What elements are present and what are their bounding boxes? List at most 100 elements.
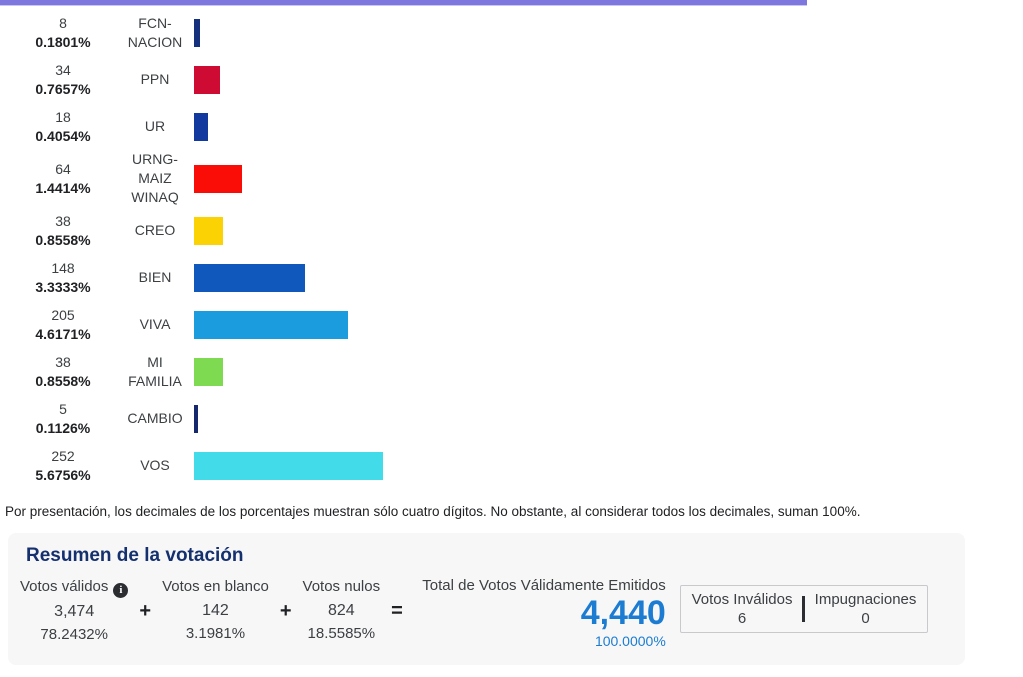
- chart-row-mi-familia: 38 0.8558% MI FAMILIA: [0, 348, 1023, 395]
- term-percent: 18.5585%: [307, 625, 376, 642]
- party-vote-percent: 0.8558%: [35, 372, 91, 389]
- chart-row-cambio: 5 0.1126% CAMBIO: [0, 395, 1023, 442]
- party-vote-count: 5: [59, 400, 67, 417]
- bar-cell: [184, 310, 1023, 339]
- party-vote-count: 34: [55, 61, 71, 78]
- party-vote-percent: 1.4414%: [35, 179, 91, 196]
- vote-summary-panel: Resumen de la votación Votos válidos i 3,4…: [8, 533, 965, 665]
- vote-bar-viva: [194, 310, 348, 339]
- extra-label: Votos Inválidos: [691, 591, 793, 608]
- extra-value: 0: [861, 610, 870, 627]
- party-vote-percent: 0.8558%: [35, 231, 91, 248]
- party-stats: 5 0.1126%: [0, 400, 126, 438]
- chart-row-ur: 18 0.4054% UR: [0, 103, 1023, 150]
- vote-bar-bien: [194, 263, 305, 292]
- bar-cell: [184, 451, 1023, 480]
- extra-stat-votos-inv-lidos: Votos Inválidos 6: [687, 591, 798, 627]
- bar-cell: [184, 18, 1023, 47]
- party-stats: 64 1.4414%: [0, 160, 126, 198]
- vote-bar-vos: [194, 451, 383, 480]
- term-percent: 78.2432%: [40, 626, 108, 643]
- vote-bar-creo: [194, 216, 223, 245]
- party-stats: 148 3.3333%: [0, 259, 126, 297]
- party-vote-count: 252: [51, 447, 75, 464]
- party-name-label: CAMBIO: [127, 410, 183, 426]
- term-label: Votos válidos i: [20, 577, 129, 598]
- bar-cell: [184, 263, 1023, 292]
- equals-operator: =: [391, 600, 403, 622]
- term-label: Votos en blanco: [162, 578, 269, 595]
- total-percent: 100.0000%: [594, 633, 666, 649]
- chart-row-viva: 205 4.6171% VIVA: [0, 301, 1023, 348]
- extra-label: Impugnaciones: [814, 591, 917, 608]
- summary-title: Resumen de la votación: [26, 545, 244, 566]
- party-name-label: URNG- MAIZ WINAQ: [131, 151, 179, 205]
- total-block: Total de Votos Válidamente Emitidos 4,44…: [418, 577, 666, 649]
- party-vote-count: 8: [59, 14, 67, 31]
- vote-bar-mi-familia: [194, 357, 223, 386]
- vote-bar-urng-maiz-winaq: [194, 164, 242, 193]
- party-vote-percent: 5.6756%: [35, 466, 91, 483]
- party-name-label: VIVA: [139, 316, 171, 332]
- vote-bar-cambio: [194, 404, 198, 433]
- info-icon[interactable]: i: [113, 583, 129, 598]
- bar-cell: [184, 357, 1023, 386]
- extra-value: 6: [737, 610, 747, 627]
- term-value: 3,474: [54, 603, 95, 620]
- plus-operator: +: [139, 600, 152, 622]
- party-vote-percent: 0.1801%: [35, 33, 91, 50]
- party-vote-count: 38: [55, 353, 71, 370]
- summary-term-votos-en-blanco: Votos en blanco 142 3.1981%: [160, 577, 271, 644]
- party-name-label: BIEN: [138, 269, 172, 285]
- top-accent-bar: [0, 0, 807, 6]
- bar-cell: [184, 216, 1023, 245]
- summary-term-votos-nulos: Votos nulos 824 18.5585%: [301, 577, 383, 644]
- vote-bar-ppn: [194, 65, 220, 94]
- party-name-label: FCN- NACION: [127, 14, 183, 50]
- vote-bar-ur: [194, 112, 208, 141]
- bar-cell: [184, 404, 1023, 433]
- vote-bar-fcn-nacion: [194, 18, 200, 47]
- bar-cell: [184, 65, 1023, 94]
- party-stats: 38 0.8558%: [0, 353, 126, 391]
- total-label: Total de Votos Válidamente Emitidos: [422, 577, 666, 594]
- party-vote-count: 38: [55, 212, 71, 229]
- chart-row-bien: 148 3.3333% BIEN: [0, 254, 1023, 301]
- term-percent: 3.1981%: [185, 625, 246, 642]
- party-vote-count: 64: [55, 160, 71, 177]
- party-stats: 18 0.4054%: [0, 108, 126, 146]
- party-vote-percent: 4.6171%: [35, 325, 91, 342]
- party-vote-count: 205: [51, 306, 75, 323]
- chart-row-ppn: 34 0.7657% PPN: [0, 56, 1023, 103]
- term-label: Votos nulos: [302, 578, 381, 595]
- plus-operator: +: [279, 600, 292, 622]
- chart-row-urng-maiz-winaq: 64 1.4414% URNG- MAIZ WINAQ: [0, 150, 1023, 207]
- vote-bar-chart: 8 0.1801% FCN- NACION 34 0.7657% PPN 18 0.4054%…: [0, 9, 1023, 489]
- bar-cell: [184, 112, 1023, 141]
- total-value: 4,440: [580, 594, 666, 632]
- summary-equation: Votos válidos i 3,474 78.2432% + Votos en bla…: [18, 577, 953, 649]
- party-stats: 252 5.6756%: [0, 447, 126, 485]
- party-name-label: MI FAMILIA: [128, 353, 182, 389]
- party-name-label: VOS: [140, 457, 170, 473]
- party-vote-percent: 0.4054%: [35, 127, 91, 144]
- party-vote-percent: 3.3333%: [35, 278, 91, 295]
- vertical-divider: [802, 596, 806, 622]
- party-vote-percent: 0.1126%: [35, 419, 91, 436]
- party-vote-percent: 0.7657%: [35, 80, 91, 97]
- chart-row-vos: 252 5.6756% VOS: [0, 442, 1023, 489]
- invalid-impugn-box: Votos Inválidos 6 Impugnaciones 0: [679, 585, 928, 633]
- summary-term-votos-v-lidos: Votos válidos i 3,474 78.2432%: [18, 577, 130, 645]
- party-name-label: UR: [144, 118, 166, 134]
- party-stats: 8 0.1801%: [0, 14, 126, 52]
- party-stats: 205 4.6171%: [0, 306, 126, 344]
- chart-row-creo: 38 0.8558% CREO: [0, 207, 1023, 254]
- chart-row-fcn-nacion: 8 0.1801% FCN- NACION: [0, 9, 1023, 56]
- party-vote-count: 18: [55, 108, 71, 125]
- percentage-disclaimer-note: Por presentación, los decimales de los p…: [5, 504, 861, 519]
- party-stats: 38 0.8558%: [0, 212, 126, 250]
- party-stats: 34 0.7657%: [0, 61, 126, 99]
- bar-cell: [184, 164, 1023, 193]
- term-value: 142: [202, 602, 229, 619]
- term-value: 824: [327, 602, 355, 619]
